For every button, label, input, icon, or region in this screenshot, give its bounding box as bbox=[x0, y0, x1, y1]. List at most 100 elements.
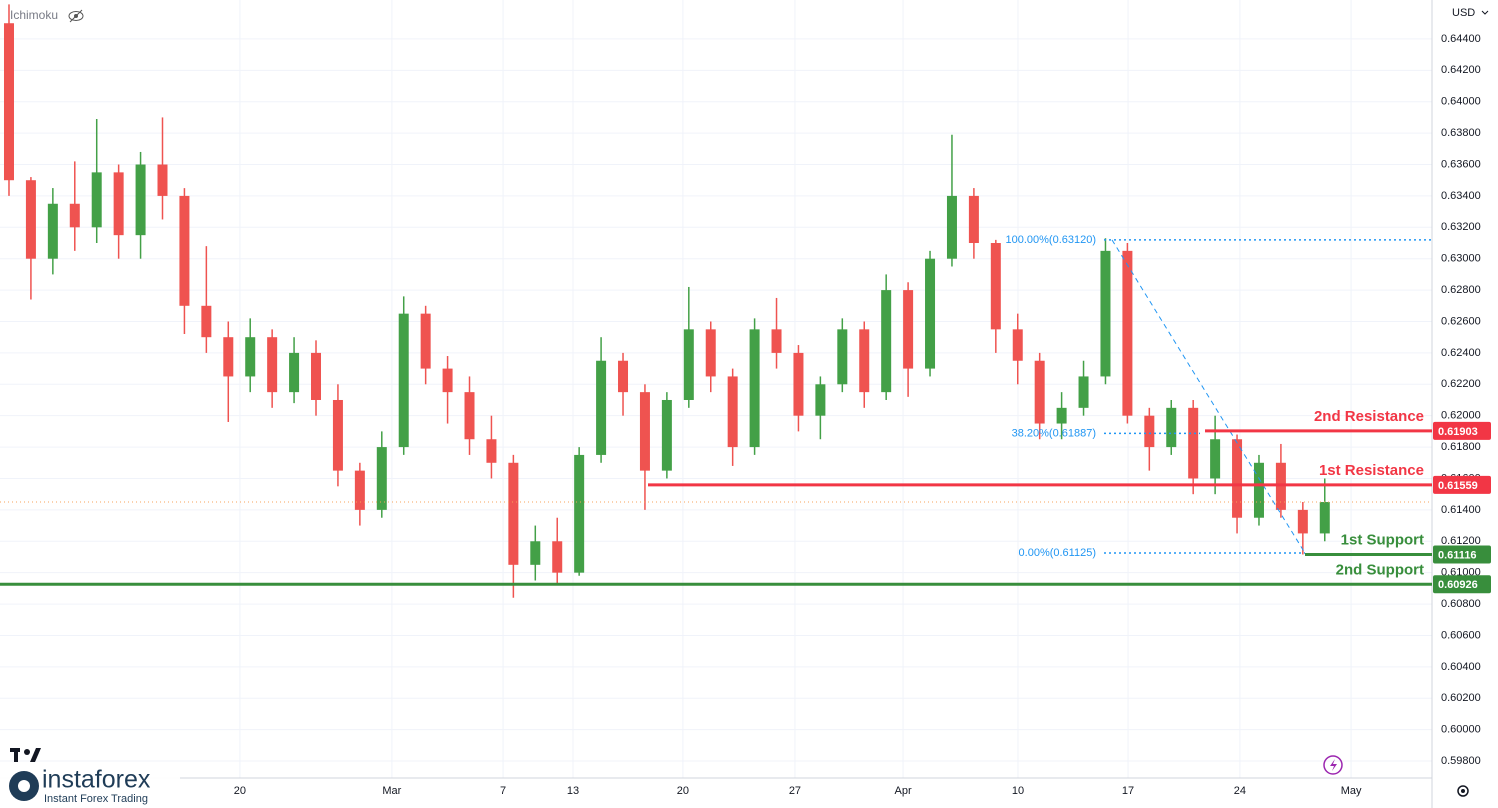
candle-body bbox=[442, 368, 453, 393]
candle-body bbox=[1056, 407, 1067, 424]
x-tick-label: 10 bbox=[1012, 785, 1024, 797]
x-tick-label: Apr bbox=[894, 785, 911, 797]
candle-body bbox=[69, 203, 80, 228]
y-tick-label: 0.62200 bbox=[1441, 378, 1481, 390]
y-tick-label: 0.64000 bbox=[1441, 96, 1481, 108]
candle-body bbox=[267, 337, 278, 393]
y-tick-label: 0.63400 bbox=[1441, 190, 1481, 202]
candle-body bbox=[179, 195, 190, 306]
x-tick-label: Mar bbox=[382, 785, 401, 797]
candle-body bbox=[223, 337, 234, 377]
currency-caret[interactable] bbox=[1481, 10, 1489, 15]
candle-body bbox=[157, 164, 168, 196]
candle-body bbox=[574, 454, 585, 573]
hide-icon[interactable] bbox=[68, 9, 84, 23]
y-tick-label: 0.64200 bbox=[1441, 64, 1481, 76]
level-axis-label: 0.61116 bbox=[1438, 549, 1477, 561]
y-tick-label: 0.62400 bbox=[1441, 347, 1481, 359]
candle-body bbox=[91, 172, 102, 228]
level-name: 1st Support bbox=[1341, 531, 1424, 548]
level-axis-label: 0.60926 bbox=[1438, 579, 1478, 591]
y-tick-label: 0.64400 bbox=[1441, 33, 1481, 45]
currency-label[interactable]: USD bbox=[1452, 7, 1475, 19]
y-tick-label: 0.63200 bbox=[1441, 221, 1481, 233]
level-axis-tag bbox=[1433, 475, 1491, 494]
x-tick-label: 24 bbox=[1234, 785, 1246, 797]
candle-body bbox=[398, 313, 409, 448]
candle-body bbox=[859, 329, 870, 393]
tv-logo bbox=[10, 748, 41, 762]
candle-body bbox=[1122, 250, 1133, 416]
candle-body bbox=[245, 337, 256, 377]
x-tick-label: 27 bbox=[789, 785, 801, 797]
candle-body bbox=[925, 258, 936, 369]
settings-icon[interactable] bbox=[1457, 785, 1469, 797]
candle-body bbox=[1253, 462, 1264, 518]
fib-label: 38.20%(0.61887) bbox=[1012, 427, 1096, 439]
candle-body bbox=[201, 305, 212, 338]
candle-body bbox=[903, 290, 914, 369]
candle-body bbox=[552, 541, 563, 573]
x-tick-label: 20 bbox=[677, 785, 689, 797]
candle-body bbox=[771, 329, 782, 353]
plot: 100.00%(0.63120) 38.20%(0.61887) 0.00%(0.6… bbox=[0, 4, 1432, 598]
candle-body bbox=[486, 439, 497, 463]
candle-body bbox=[289, 352, 300, 393]
y-tick-label: 0.62000 bbox=[1441, 410, 1481, 422]
candle-body bbox=[508, 462, 519, 565]
candle-body bbox=[705, 329, 716, 377]
y-tick-label: 0.62800 bbox=[1441, 284, 1481, 296]
candle-body bbox=[837, 329, 848, 385]
y-tick-label: 0.60800 bbox=[1441, 598, 1481, 610]
candle-body bbox=[530, 541, 541, 565]
y-tick-label: 0.61200 bbox=[1441, 535, 1481, 547]
fib-label: 0.00%(0.61125) bbox=[1019, 547, 1096, 559]
level-axis-tag bbox=[1433, 545, 1491, 564]
y-tick-label: 0.60000 bbox=[1441, 724, 1481, 736]
y-tick-label: 0.60400 bbox=[1441, 661, 1481, 673]
level-axis-label: 0.61903 bbox=[1438, 426, 1478, 438]
y-tick-label: 0.59800 bbox=[1441, 755, 1481, 767]
indicator-label[interactable]: Ichimoku bbox=[10, 8, 58, 22]
candle-body bbox=[727, 376, 738, 448]
level-axis-tag bbox=[1433, 575, 1491, 594]
x-tick-label: 20 bbox=[234, 785, 246, 797]
y-tick-label: 0.60600 bbox=[1441, 629, 1481, 641]
candle-body bbox=[968, 195, 979, 244]
lightning-button[interactable] bbox=[1323, 755, 1343, 775]
candle-body bbox=[1012, 329, 1023, 361]
candle-body bbox=[1034, 360, 1045, 424]
candle-body bbox=[1319, 502, 1330, 534]
fib-trend bbox=[1111, 239, 1306, 554]
candle-body bbox=[420, 313, 431, 369]
candle-body bbox=[1144, 415, 1155, 448]
fib-label: 100.00%(0.63120) bbox=[1005, 234, 1096, 246]
candle-body bbox=[311, 352, 322, 400]
brand-name: instaforex bbox=[42, 766, 151, 794]
candle-body bbox=[3, 23, 14, 181]
y-tick-label: 0.63800 bbox=[1441, 127, 1481, 139]
y-tick-label: 0.61400 bbox=[1441, 504, 1481, 516]
level-axis-label: 0.61559 bbox=[1438, 480, 1478, 492]
candle-body bbox=[332, 399, 343, 471]
lightning-icon bbox=[1330, 759, 1337, 771]
candle-body bbox=[990, 243, 1001, 330]
level-axis-tag bbox=[1433, 421, 1491, 440]
candle-body bbox=[135, 164, 146, 236]
x-tick-label: 17 bbox=[1122, 785, 1134, 797]
y-tick-label: 0.63600 bbox=[1441, 158, 1481, 170]
y-tick-label: 0.62600 bbox=[1441, 315, 1481, 327]
candle-body bbox=[1297, 509, 1308, 534]
level-name: 2nd Support bbox=[1336, 561, 1424, 578]
candle-body bbox=[1188, 407, 1199, 479]
candle-body bbox=[1210, 439, 1221, 479]
level-name: 1st Resistance bbox=[1319, 462, 1424, 479]
candle-body bbox=[464, 392, 475, 440]
candle-body bbox=[1078, 376, 1089, 408]
candle-body bbox=[1232, 439, 1243, 518]
candle-body bbox=[815, 384, 826, 416]
y-tick-label: 0.63000 bbox=[1441, 253, 1481, 265]
candle-body bbox=[596, 360, 607, 455]
